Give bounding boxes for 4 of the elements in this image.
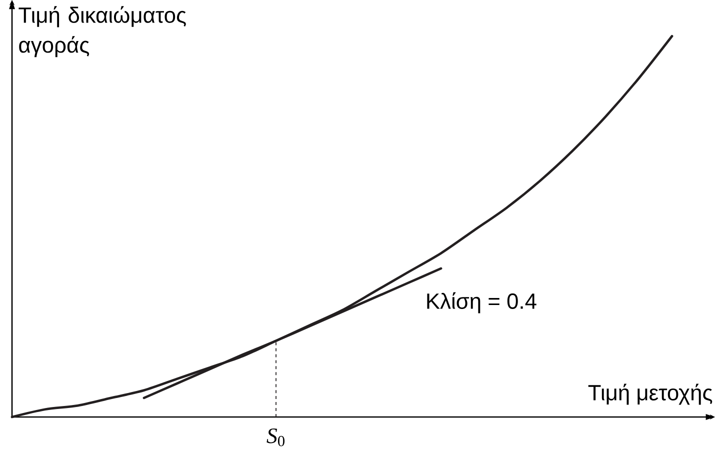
x-axis-title: Τιμή μετοχής (588, 384, 712, 405)
annotation: Κλίση = 0.4 (427, 292, 536, 314)
y-axis-title: Τιμή δικαιώματος αγοράς (18, 6, 186, 58)
annotation: S$_{0}$ (266, 428, 284, 446)
